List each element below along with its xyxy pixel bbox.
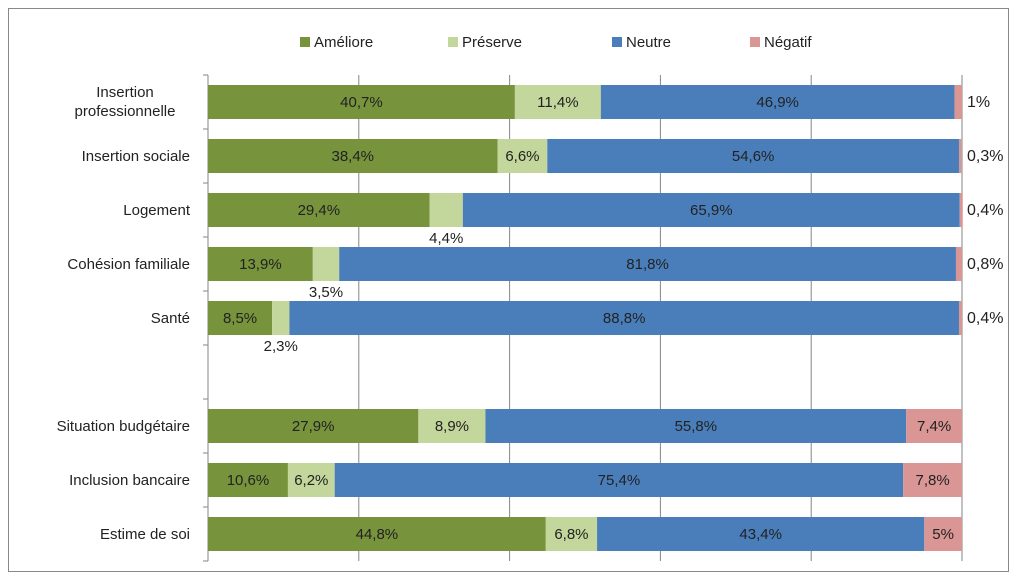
data-label: 10,6%	[227, 472, 270, 489]
bar-segment	[906, 409, 962, 443]
bar-segment	[339, 247, 956, 281]
data-label: 38,4%	[331, 148, 374, 165]
data-label: 7,4%	[917, 418, 951, 435]
legend-swatch	[750, 37, 760, 47]
bar-segment	[208, 463, 288, 497]
legend-swatch	[300, 37, 310, 47]
bar-segment	[903, 463, 962, 497]
bar-segment	[485, 409, 907, 443]
data-label: 0,4%	[967, 310, 1003, 327]
bar-segment	[208, 193, 430, 227]
data-label: 6,2%	[294, 472, 328, 489]
data-label: 8,9%	[435, 418, 469, 435]
data-label: 7,8%	[915, 472, 949, 489]
data-label: 1%	[967, 94, 990, 111]
y-tick-label: Inclusion bancaire	[69, 471, 190, 489]
data-label: 4,4%	[429, 230, 463, 247]
y-tick-label: Cohésion familiale	[67, 255, 190, 273]
data-label: 3,5%	[309, 284, 343, 301]
data-label: 46,9%	[756, 94, 799, 111]
data-label: 0,3%	[967, 148, 1003, 165]
bar-segment	[312, 247, 340, 281]
legend-swatch	[612, 37, 622, 47]
y-tick-label: Logement	[123, 201, 190, 219]
bar-segment	[958, 139, 962, 173]
data-label: 54,6%	[732, 148, 775, 165]
data-label: 2,3%	[264, 338, 298, 355]
data-label: 6,8%	[554, 526, 588, 543]
bar-segment	[289, 301, 959, 335]
data-label: 8,5%	[223, 310, 257, 327]
bar-segment	[547, 139, 959, 173]
bar-segment	[208, 247, 313, 281]
bar-segment	[597, 517, 925, 551]
bar-segment	[545, 517, 598, 551]
data-label: 27,9%	[292, 418, 335, 435]
data-label: 13,9%	[239, 256, 282, 273]
bar-segment	[272, 301, 290, 335]
data-label: 11,4%	[537, 94, 578, 111]
bar-segment	[497, 139, 548, 173]
data-label: 0,8%	[967, 256, 1003, 273]
data-label: 6,6%	[505, 148, 539, 165]
data-label: 0,4%	[967, 202, 1003, 219]
bar-segment	[462, 193, 960, 227]
bar-segment	[208, 301, 273, 335]
y-tick-label: Situation budgétaire	[56, 417, 190, 435]
y-tick-label: Santé	[150, 309, 190, 327]
data-label: 40,7%	[340, 94, 383, 111]
bar-segment	[955, 247, 962, 281]
bar-segment	[208, 517, 546, 551]
data-label: 44,8%	[356, 526, 399, 543]
legend-label: Améliore	[314, 34, 373, 51]
bar-segment	[600, 85, 955, 119]
data-label: 75,4%	[598, 472, 641, 489]
y-tick-label: Insertion professionnelle	[74, 84, 176, 120]
bar-segment	[208, 139, 498, 173]
data-label: 81,8%	[626, 256, 669, 273]
bar-segment	[429, 193, 463, 227]
bar-segment	[959, 193, 963, 227]
data-label: 29,4%	[298, 202, 341, 219]
legend-swatch	[448, 37, 458, 47]
bar-segment	[924, 517, 962, 551]
data-label: 65,9%	[690, 202, 733, 219]
legend-label: Neutre	[626, 34, 671, 51]
bar-segment	[208, 85, 515, 119]
bar-segment	[208, 409, 419, 443]
y-tick-label: Estime de soi	[99, 525, 190, 543]
data-label: 5%	[932, 526, 954, 543]
data-label: 43,4%	[739, 526, 782, 543]
legend-label: Préserve	[462, 34, 522, 51]
bar-segment	[954, 85, 962, 119]
data-label: 88,8%	[603, 310, 646, 327]
bar-segment	[287, 463, 335, 497]
bar-segment	[334, 463, 904, 497]
data-label: 55,8%	[675, 418, 718, 435]
legend-label: Négatif	[764, 34, 812, 51]
bar-segment	[418, 409, 486, 443]
bar-segment	[514, 85, 601, 119]
bar-segment	[958, 301, 962, 335]
y-tick-label: Insertion sociale	[81, 147, 190, 165]
